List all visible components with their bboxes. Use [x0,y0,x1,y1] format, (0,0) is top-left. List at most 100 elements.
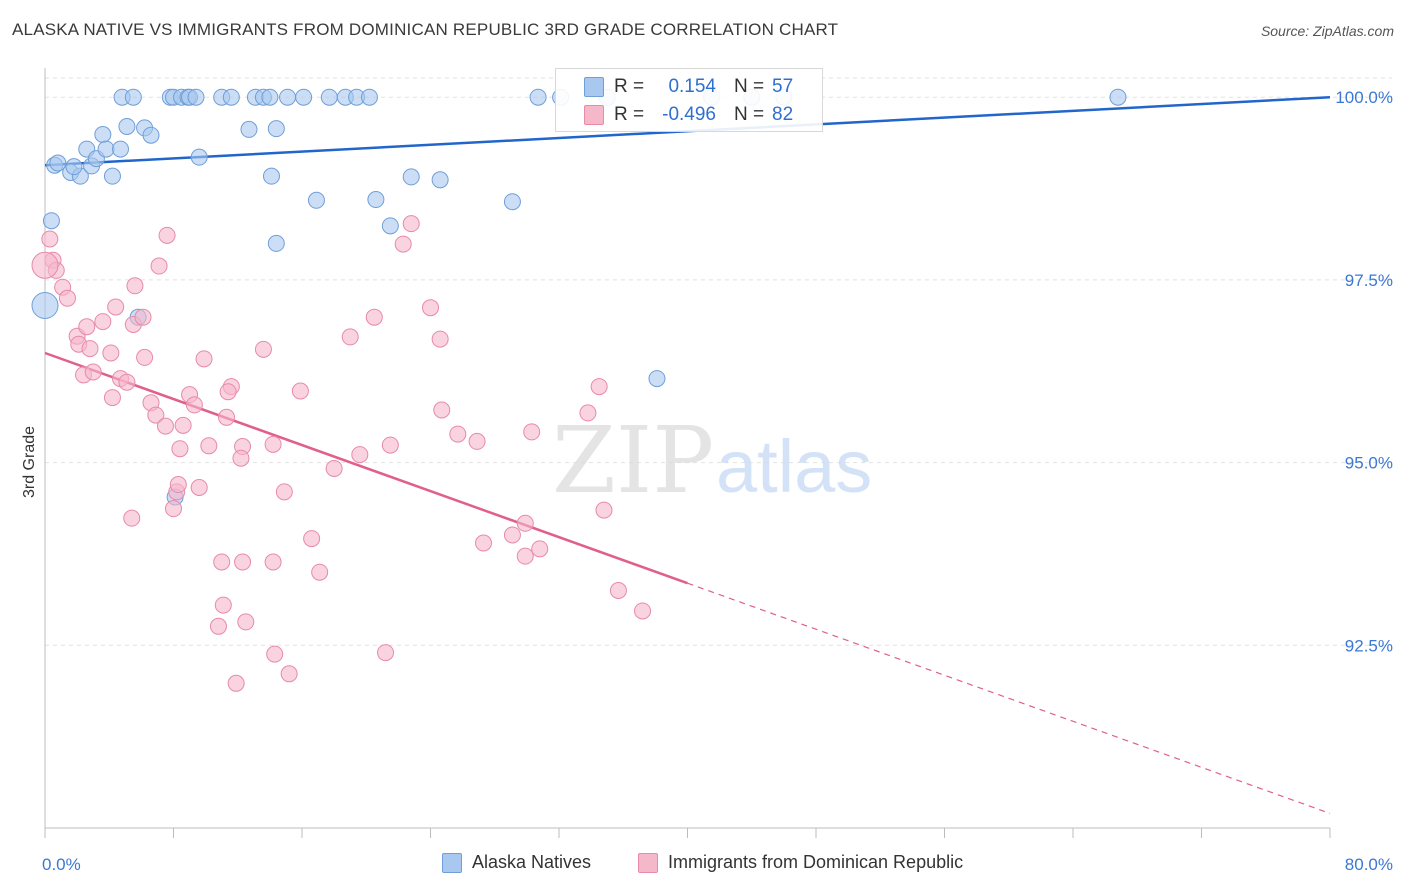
point-dominican [516,514,534,532]
watermark-zip: ZIP [552,407,714,514]
point-alaska [648,370,666,388]
point-alaska [261,88,279,106]
point-dominican [303,530,321,548]
point-dominican [58,289,76,307]
data-points [31,88,1127,692]
point-alaska [307,191,325,209]
point-dominican [634,602,652,620]
point-dominican [237,613,255,631]
point-dominican [214,596,232,614]
point-alaska [267,234,285,252]
point-dominican [136,348,154,366]
point-dominican [341,328,359,346]
point-alaska [97,140,115,158]
point-dominican [78,318,96,336]
point-alaska [529,88,547,106]
point-dominican [531,540,549,558]
point-dominican [291,382,309,400]
point-dominican [102,344,120,362]
point-dominican [234,553,252,571]
point-dominican [195,350,213,368]
y-tick-label: 100.0% [1335,88,1393,107]
point-alaska [142,126,160,144]
legend-n-label: N = [734,104,765,125]
point-alaska [118,117,136,135]
legend-r-value: -0.496 [662,104,716,125]
point-dominican [200,437,218,455]
point-dominican [351,446,369,464]
x-tick-label: 80.0% [1345,855,1393,874]
point-dominican [213,553,231,571]
point-dominican [590,378,608,396]
point-dominican [118,373,136,391]
x-tick-label: 0.0% [42,855,81,874]
point-alaska [279,88,297,106]
point-alaska [262,167,280,185]
point-dominican [311,563,329,581]
point-alaska [1109,88,1127,106]
point-alaska [49,154,67,172]
point-alaska [187,88,205,106]
point-dominican [264,435,282,453]
point-dominican [169,476,187,494]
point-dominican [449,425,467,443]
point-dominican [609,582,627,599]
point-alaska [381,217,399,235]
point-dominican [275,483,293,501]
point-dominican [402,215,420,233]
point-alaska [222,88,240,106]
point-dominican [84,363,102,381]
point-alaska [267,120,285,138]
point-dominican [579,404,597,422]
point-dominican [107,298,125,316]
legend-swatch-pink [584,105,604,125]
point-dominican [174,416,192,434]
point-dominican [595,501,613,519]
point-dominican [433,401,451,419]
source-credit: Source: ZipAtlas.com [1260,23,1394,39]
point-alaska [42,212,60,230]
point-dominican [422,299,439,317]
point-dominican [147,406,165,424]
point-dominican [150,257,168,275]
point-dominican [158,226,176,244]
point-alaska [65,158,83,176]
trend-line-dominican [44,351,688,585]
point-dominican [171,440,189,458]
point-dominican [123,509,141,527]
point-dominican [325,459,343,477]
point-dominican [209,617,227,635]
point-dominican [468,432,486,450]
correlation-legend: R = 0.154 N = 57 R = -0.496 N = 82 [555,68,823,132]
point-dominican [254,340,272,358]
point-alaska [503,193,521,211]
point-alaska [367,191,385,209]
point-alaska [190,148,208,166]
point-dominican [81,340,99,358]
trend-line-dominican-extrapolated [687,582,1331,814]
point-alaska [431,171,449,189]
point-dominican [41,230,59,248]
y-tick-label: 95.0% [1345,454,1393,473]
legend-n-value: 57 [772,76,794,97]
y-axis-label: 3rd Grade [21,426,38,498]
legend-r-value: 0.154 [668,76,716,97]
bottom-legend-swatch-pink [638,853,658,873]
point-dominican [503,526,521,544]
point-dominican [190,478,208,496]
tick-labels: 100.0% 97.5% 95.0% 92.5% 0.0% 80.0% [42,88,1393,874]
point-dominican [103,389,121,407]
point-dominican [218,408,236,426]
point-alaska [360,88,378,106]
point-alaska [31,292,59,319]
y-tick-label: 97.5% [1345,271,1393,290]
legend-r-label: R = [614,104,645,125]
legend-row-alaska: R = 0.154 N = 57 [556,73,822,101]
point-dominican [264,553,282,571]
legend-swatch-blue [584,77,604,97]
point-dominican [431,330,449,348]
legend-n-label: N = [734,76,765,97]
point-dominican [475,534,493,552]
point-dominican [31,251,59,279]
point-alaska [94,126,112,143]
